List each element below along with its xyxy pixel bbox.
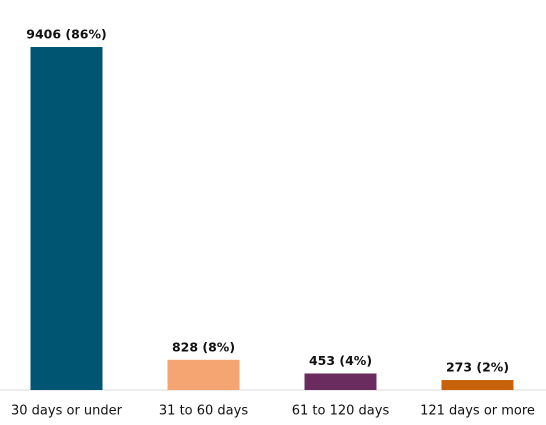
bar	[441, 380, 514, 390]
data-label: 828 (8%)	[172, 339, 235, 354]
x-tick-label: 61 to 120 days	[292, 404, 390, 419]
bar	[304, 373, 377, 390]
bar	[30, 47, 103, 390]
x-tick-label: 31 to 60 days	[159, 404, 248, 419]
x-tick-label: 30 days or under	[11, 404, 123, 419]
data-label: 9406 (86%)	[26, 27, 107, 42]
data-label: 453 (4%)	[309, 353, 372, 368]
data-label: 273 (2%)	[446, 360, 509, 375]
x-tick-label: 121 days or more	[420, 404, 535, 419]
bar	[167, 359, 240, 390]
